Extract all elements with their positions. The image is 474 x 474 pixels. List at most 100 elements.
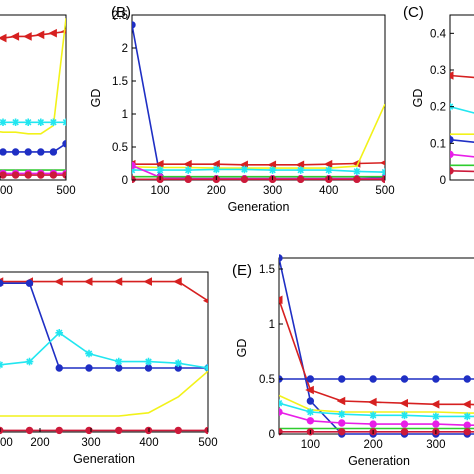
data-point-d-4-8 xyxy=(204,426,208,435)
x-axis-title-b: Generation xyxy=(228,200,290,214)
data-point-e-1-5 xyxy=(430,399,440,409)
y-tick-label-b-3: 1.5 xyxy=(112,76,128,88)
y-tick-label-e-0: 0 xyxy=(269,429,275,441)
data-point-e-5-3 xyxy=(369,420,377,428)
data-point-a-0-7 xyxy=(35,30,45,40)
data-point-b-6-6 xyxy=(296,175,305,184)
data-point-e-7-4 xyxy=(400,428,409,436)
data-point-e-4-2 xyxy=(337,410,346,418)
data-point-e-5-6 xyxy=(463,421,471,429)
data-point-e-2-6 xyxy=(463,375,471,383)
y-tick-label-c-2: 0.2 xyxy=(430,102,446,114)
data-point-b-3-9 xyxy=(381,168,385,176)
x-tick-label-d-1: 200 xyxy=(30,437,49,449)
data-point-d-0-8 xyxy=(202,298,208,304)
panel-c: 0 0.1 0.2 0.3 0.4 GD (C) xyxy=(403,4,474,187)
series-group-c xyxy=(450,71,474,175)
data-point-a-2-7 xyxy=(37,118,45,127)
data-point-d-2-2 xyxy=(25,357,34,366)
data-point-e-7-6 xyxy=(463,428,471,436)
data-point-b-1-7 xyxy=(323,159,333,169)
y-tick-label-c-3: 0.3 xyxy=(430,65,446,77)
x-tick-label-d-3: 400 xyxy=(139,437,158,449)
series-line-a-0 xyxy=(0,30,66,39)
x-tick-label-e-0: 100 xyxy=(301,439,320,451)
x-tick-label-e-1: 200 xyxy=(364,439,383,451)
data-point-b-4-0 xyxy=(132,161,136,170)
data-point-d-1-1 xyxy=(0,279,4,287)
data-point-d-4-7 xyxy=(174,426,182,435)
data-point-b-6-8 xyxy=(353,175,361,184)
y-tick-label-b-1: 0.5 xyxy=(112,142,128,154)
y-tick-label-e-2: 1 xyxy=(269,319,275,331)
data-point-d-2-7 xyxy=(174,359,183,367)
series-line-c-0 xyxy=(450,74,474,79)
data-point-d-0-7 xyxy=(173,277,182,286)
series-group-b xyxy=(132,21,385,184)
data-point-e-5-1 xyxy=(306,417,315,425)
data-point-e-5-5 xyxy=(432,420,440,428)
series-line-c-3 xyxy=(450,138,474,144)
y-tick-label-b-5: 2.5 xyxy=(112,10,128,22)
data-point-d-0-5 xyxy=(113,277,123,286)
data-point-b-3-5 xyxy=(268,166,277,174)
x-axis-title-e: Generation xyxy=(348,454,410,468)
series-group-e xyxy=(279,254,474,438)
data-point-b-3-3 xyxy=(212,165,221,174)
series-line-e-0 xyxy=(279,257,474,435)
series-line-b-0 xyxy=(132,24,385,180)
data-point-e-4-5 xyxy=(432,412,440,421)
data-point-d-4-1 xyxy=(0,426,4,435)
series-line-b-1 xyxy=(132,162,385,166)
data-point-a-0-8 xyxy=(48,28,57,38)
data-point-d-0-4 xyxy=(83,277,93,286)
panel-label-e: (E) xyxy=(232,262,252,279)
data-point-a-6-4 xyxy=(0,171,7,179)
x-ticks-a: 00 500 xyxy=(0,176,76,197)
data-point-a-6-6 xyxy=(24,171,32,179)
series-group-a xyxy=(0,18,66,179)
data-point-d-1-3 xyxy=(55,364,63,372)
data-point-e-0-0 xyxy=(279,254,283,262)
data-point-e-5-2 xyxy=(338,419,346,427)
data-point-a-6-5 xyxy=(11,171,20,179)
x-tick-label-b-3: 400 xyxy=(319,185,338,197)
data-point-b-3-2 xyxy=(184,166,193,174)
y-axis-title-e: GD xyxy=(235,339,249,358)
data-point-c-0-0 xyxy=(450,71,454,80)
panel-label-c: (C) xyxy=(403,4,424,21)
data-point-d-4-5 xyxy=(115,426,123,435)
data-point-a-6-7 xyxy=(37,171,45,179)
data-point-e-2-5 xyxy=(432,375,440,383)
data-point-e-4-1 xyxy=(306,408,315,416)
data-point-e-1-4 xyxy=(399,398,408,408)
y-tick-label-b-0: 0 xyxy=(122,175,128,187)
data-point-a-2-4 xyxy=(0,118,7,127)
data-point-e-5-0 xyxy=(279,408,283,416)
x-tick-label-b-4: 500 xyxy=(375,185,394,197)
series-line-c-6 xyxy=(450,170,474,173)
y-tick-label-c-0: 0 xyxy=(440,175,446,187)
data-point-d-1-6 xyxy=(144,364,153,372)
panel-a: 00 500 xyxy=(0,14,76,197)
data-point-a-2-9 xyxy=(62,118,66,127)
data-point-b-1-1 xyxy=(154,159,164,169)
panel-d: 00 200 300 400 500 Generation xyxy=(0,271,218,466)
data-point-b-3-6 xyxy=(296,166,305,174)
data-point-b-3-8 xyxy=(353,167,361,176)
data-point-a-3-8 xyxy=(49,148,58,156)
data-point-a-3-4 xyxy=(0,148,7,156)
data-point-a-0-4 xyxy=(0,33,7,43)
data-point-d-2-6 xyxy=(144,357,153,366)
axes-frame-d xyxy=(0,271,209,433)
axes-frame-c xyxy=(449,14,474,181)
data-point-e-4-3 xyxy=(369,411,377,420)
data-point-d-1-4 xyxy=(85,364,93,372)
x-tick-label-a-0: 00 xyxy=(0,185,13,197)
data-point-e-5-4 xyxy=(400,420,409,428)
x-tick-label-d-2: 300 xyxy=(81,437,100,449)
series-group-d xyxy=(0,277,208,435)
y-tick-label-c-1: 0.1 xyxy=(430,138,446,150)
x-axis-title-d: Generation xyxy=(73,452,135,466)
y-tick-label-e-1: 0.5 xyxy=(259,374,275,386)
